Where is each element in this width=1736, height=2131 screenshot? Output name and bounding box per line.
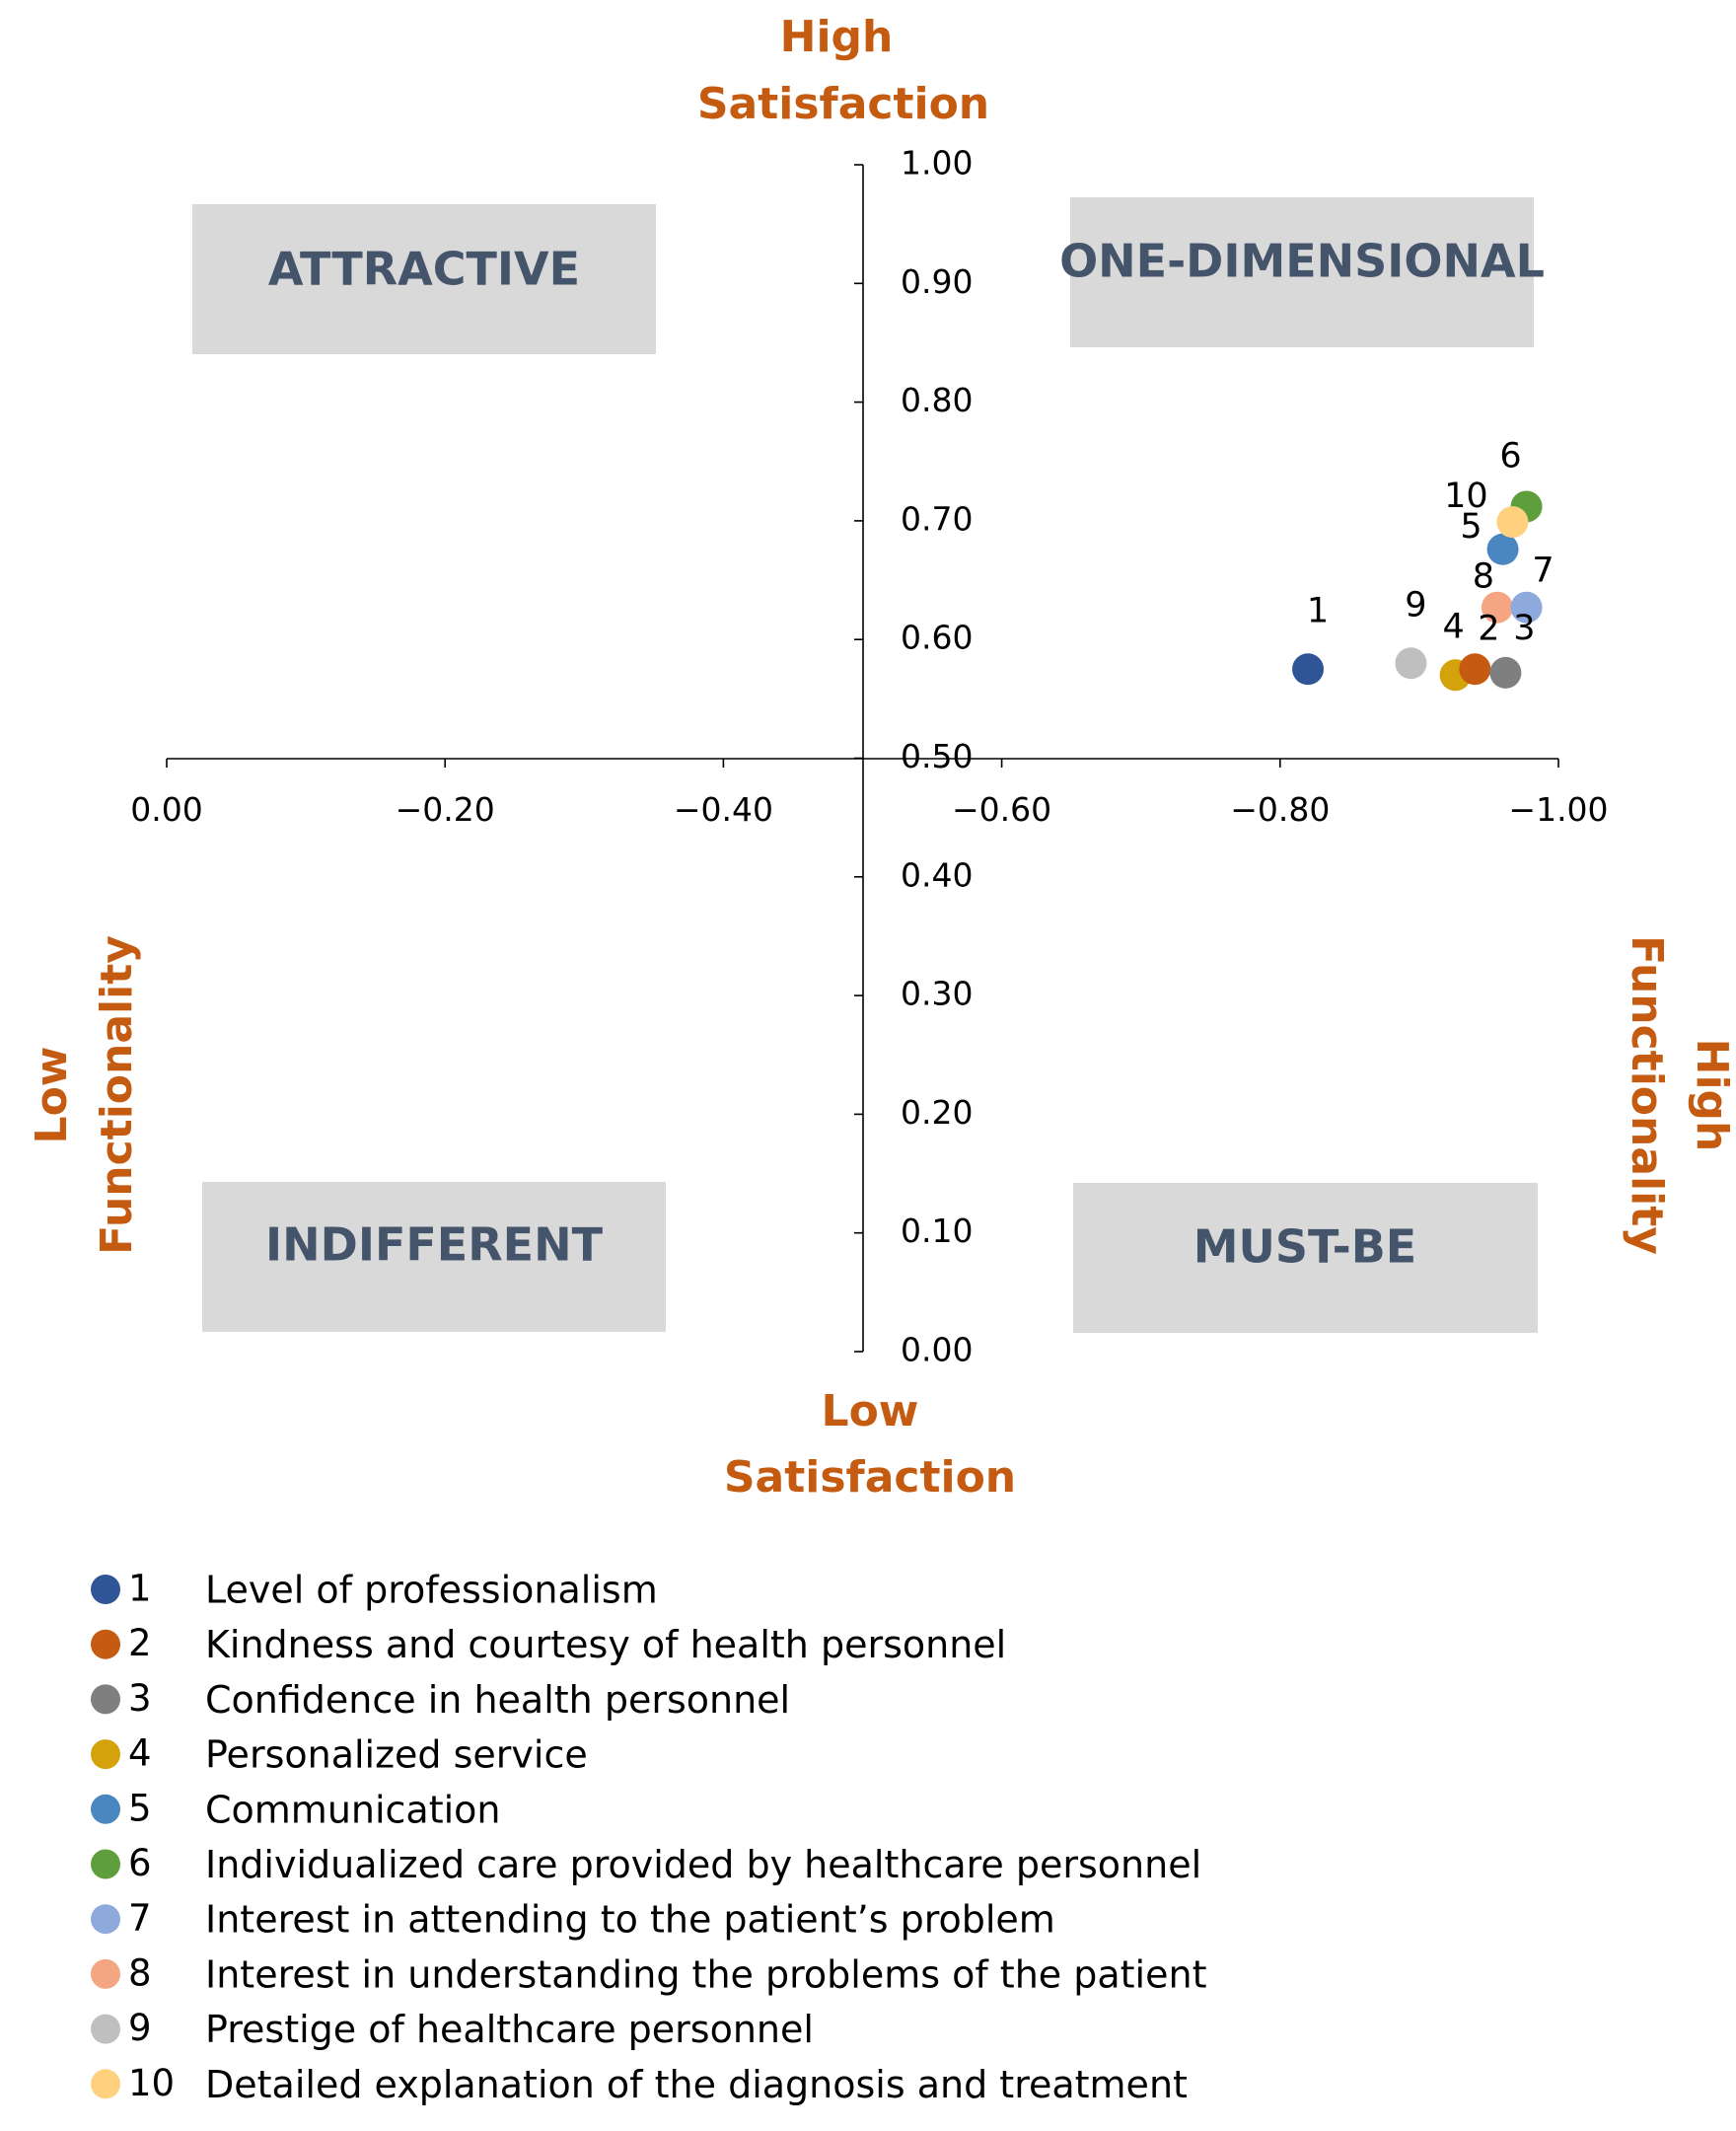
legend-marker-8	[91, 1958, 120, 1989]
legend-number-6: 6	[128, 1842, 152, 1884]
legend-label-4: Personalized service	[205, 1733, 588, 1777]
data-point-7	[1510, 591, 1543, 624]
y-axis-ticks: 0.00 0.10 0.20 0.30 0.40 0.50 0.60 0.70 0.80 0.90…	[854, 144, 973, 1369]
x-tick-label: −0.60	[952, 790, 1051, 829]
y-tick-label: 0.20	[901, 1093, 973, 1132]
legend-number-7: 7	[128, 1897, 152, 1940]
legend-number-8: 8	[128, 1951, 152, 1994]
attractive-box	[192, 204, 656, 354]
y-tick-label: 0.40	[901, 855, 973, 894]
legend-label-1: Level of professionalism	[205, 1569, 658, 1612]
data-point-10	[1496, 506, 1529, 539]
legend-marker-5	[91, 1794, 120, 1824]
data-points: 1 2 3 4 56 78 9 10	[1292, 436, 1555, 692]
y-tick-label: 0.00	[901, 1331, 973, 1369]
y-tick-label: 0.50	[901, 737, 973, 775]
legend-label-10: Detailed explanation of the diagnosis an…	[205, 2063, 1188, 2106]
data-point-3	[1489, 656, 1522, 689]
y-tick-label: 0.90	[901, 262, 973, 301]
legend-marker-9	[91, 2014, 120, 2044]
data-point-1	[1292, 653, 1325, 686]
x-tick-label: −0.20	[396, 790, 495, 829]
x-axis-ticks: 0.00 −0.20 −0.40 −0.60 −0.80 −1.00	[130, 759, 1609, 829]
point-label-7: 7	[1532, 551, 1554, 591]
must-be-label: MUST-BE	[1194, 1220, 1416, 1274]
x-tick-label: −0.40	[674, 790, 773, 829]
data-point-5	[1486, 533, 1519, 565]
point-label-4: 4	[1442, 607, 1464, 646]
point-label-1: 1	[1307, 591, 1329, 630]
y-tick-label: 0.10	[901, 1212, 973, 1250]
legend-label-2: Kindness and courtesy of health personne…	[205, 1623, 1006, 1666]
indifferent-box	[202, 1182, 666, 1332]
one-dimensional-label: ONE-DIMENSIONAL	[1059, 235, 1545, 288]
low-functionality-title: Low Functionality	[27, 935, 142, 1255]
legend-number-5: 5	[128, 1787, 152, 1829]
low-satisfaction-title-line2: Satisfaction	[724, 1452, 1016, 1503]
high-satisfaction-title-line2: Satisfaction	[697, 79, 989, 129]
y-tick-label: 1.00	[901, 144, 973, 183]
y-tick-label: 0.30	[901, 975, 973, 1013]
x-tick-label: 0.00	[130, 790, 202, 829]
point-label-3: 3	[1513, 609, 1535, 648]
legend-label-8: Interest in understanding the problems o…	[205, 1952, 1206, 1996]
must-be-box	[1073, 1183, 1538, 1333]
point-label-9: 9	[1405, 585, 1426, 625]
legend-marker-4	[91, 1739, 120, 1770]
legend-number-10: 10	[128, 2062, 175, 2104]
legend-marker-7	[91, 1904, 120, 1935]
legend-marker-2	[91, 1629, 120, 1659]
x-tick-label: −1.00	[1508, 790, 1608, 829]
legend-marker-10	[91, 2069, 120, 2099]
low-functionality-title-line1: Low	[27, 1047, 77, 1144]
high-functionality-title-line2: Functionality	[1622, 935, 1672, 1255]
legend-label-7: Interest in attending to the patient’s p…	[205, 1898, 1055, 1942]
legend-number-9: 9	[128, 2007, 152, 2049]
x-tick-label: −0.80	[1230, 790, 1330, 829]
legend-marker-3	[91, 1684, 120, 1715]
y-tick-label: 0.80	[901, 381, 973, 419]
low-functionality-title-line2: Functionality	[92, 935, 142, 1255]
data-point-2	[1459, 653, 1491, 686]
point-label-5: 5	[1460, 507, 1482, 547]
legend-marker-6	[91, 1849, 120, 1879]
point-label-2: 2	[1478, 609, 1499, 648]
data-point-9	[1395, 647, 1427, 680]
legend-label-6: Individualized care provided by healthca…	[205, 1843, 1201, 1886]
legend-marker-1	[91, 1575, 120, 1604]
legend-number-2: 2	[128, 1622, 152, 1664]
point-label-6: 6	[1499, 436, 1521, 476]
legend-label-3: Confidence in health personnel	[205, 1678, 790, 1722]
legend-label-9: Prestige of healthcare personnel	[205, 2008, 814, 2051]
high-functionality-title-line1: High	[1687, 1039, 1736, 1152]
one-dimensional-box	[1070, 197, 1534, 347]
legend: 1 Level of professionalism 2 Kindness and c…	[91, 1568, 1206, 2106]
legend-number-4: 4	[128, 1732, 152, 1775]
high-functionality-title: High Functionality	[1622, 935, 1736, 1255]
point-label-8: 8	[1473, 557, 1494, 597]
data-point-8	[1481, 591, 1513, 624]
legend-number-3: 3	[128, 1677, 152, 1720]
high-satisfaction-title-line1: High	[780, 12, 894, 62]
attractive-label: ATTRACTIVE	[268, 243, 580, 296]
legend-number-1: 1	[128, 1568, 152, 1610]
point-label-10: 10	[1444, 477, 1488, 516]
legend-label-5: Communication	[205, 1788, 501, 1831]
low-satisfaction-title-line1: Low	[822, 1386, 919, 1436]
y-tick-label: 0.60	[901, 619, 973, 657]
indifferent-label: INDIFFERENT	[265, 1218, 604, 1272]
y-tick-label: 0.70	[901, 499, 973, 538]
